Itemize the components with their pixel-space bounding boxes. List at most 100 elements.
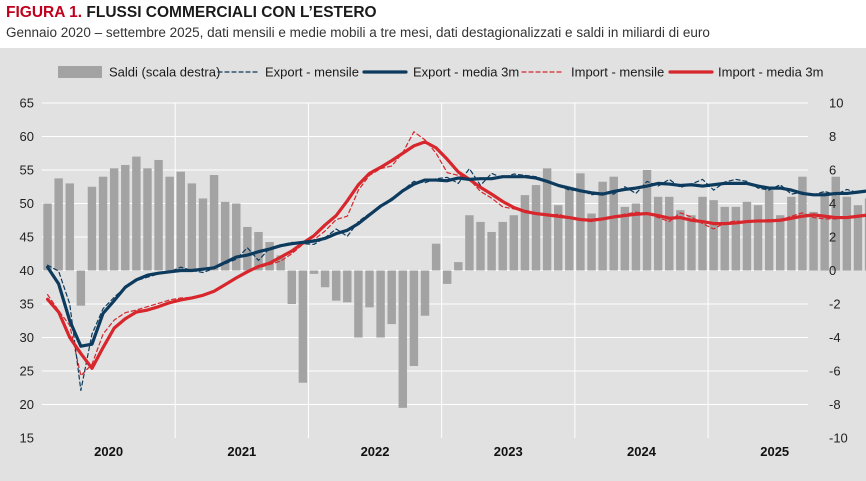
y-left-tick-label: 50: [20, 196, 34, 211]
saldi-bar: [798, 176, 807, 271]
saldi-bar: [121, 164, 130, 271]
saldi-bar: [631, 203, 641, 271]
saldi-bar: [731, 206, 741, 271]
y-right-tick-label: 6: [829, 163, 836, 178]
saldi-bar: [365, 270, 374, 308]
x-year-label: 2022: [361, 444, 390, 459]
y-left-tick-label: 40: [20, 263, 34, 278]
saldi-bar: [209, 175, 219, 271]
saldi-bar: [109, 168, 119, 271]
saldi-bar: [842, 196, 852, 271]
saldi-bar: [320, 270, 330, 288]
saldi-bar: [87, 186, 97, 271]
saldi-bar: [531, 185, 541, 271]
saldi-bar: [54, 178, 63, 271]
saldi-bar: [787, 196, 796, 271]
saldi-bar: [853, 205, 863, 271]
saldi-bar: [243, 226, 252, 271]
y-left-tick-label: 55: [20, 163, 34, 178]
saldi-bar: [65, 183, 74, 271]
line-import-3m: [45, 140, 866, 370]
legend-swatch-saldi: [58, 66, 102, 78]
y-left-tick-label: 30: [20, 330, 34, 345]
figure-title: FIGURA 1. FLUSSI COMMERCIALI CON L’ESTER…: [6, 4, 377, 22]
line-export-3m: [45, 175, 866, 348]
saldi-bar: [698, 196, 707, 271]
saldi-bar: [820, 191, 829, 271]
saldi-bar: [76, 270, 86, 306]
saldi-bar: [331, 270, 341, 301]
saldi-bar: [553, 205, 563, 271]
saldi-bar: [720, 206, 729, 271]
saldi-bar: [387, 270, 396, 325]
saldi-bar: [687, 215, 696, 271]
saldi-bar: [176, 171, 185, 271]
y-right-tick-label: 10: [829, 96, 843, 111]
saldi-bar: [576, 173, 585, 271]
legend-label: Saldi (scala destra): [109, 65, 220, 80]
y-left-tick-label: 35: [20, 297, 34, 312]
x-year-label: 2021: [227, 444, 256, 459]
figure-label: FIGURA 1.: [6, 4, 83, 21]
saldi-bar: [465, 215, 474, 271]
saldi-bar: [764, 190, 774, 271]
y-left-tick-label: 45: [20, 230, 34, 245]
saldi-bar: [587, 213, 596, 271]
y-left-tick-label: 60: [20, 129, 34, 144]
saldi-bar: [487, 231, 496, 271]
saldi-bar: [420, 270, 430, 316]
legend-label: Import - mensile: [571, 65, 664, 80]
trade-flows-chart: 1520253035404550556065-10-8-6-4-20246810…: [0, 48, 866, 481]
saldi-bar: [476, 221, 485, 271]
figure-subtitle: Gennaio 2020 – settembre 2025, dati mens…: [6, 25, 710, 40]
y-right-tick-label: -6: [829, 364, 841, 379]
saldi-bar: [165, 176, 174, 271]
saldi-bar: [354, 270, 363, 338]
saldi-bar: [864, 198, 866, 271]
series-lines: [45, 131, 866, 392]
saldi-bar: [809, 211, 818, 271]
x-year-label: 2025: [760, 444, 789, 459]
y-right-tick-label: 4: [829, 196, 836, 211]
saldi-bar: [187, 183, 197, 271]
y-right-tick-label: 0: [829, 263, 836, 278]
saldi-bar: [43, 203, 52, 271]
saldi-bar: [776, 215, 785, 271]
y-right-tick-label: -4: [829, 330, 841, 345]
legend-label: Import - media 3m: [718, 65, 823, 80]
saldi-bar: [520, 195, 530, 271]
x-year-label: 2024: [627, 444, 657, 459]
saldi-bar: [298, 270, 308, 383]
saldi-bar: [565, 190, 574, 271]
y-left-tick-label: 25: [20, 364, 34, 379]
saldi-bar: [753, 205, 763, 271]
saldi-bar: [309, 270, 319, 274]
saldi-bar: [343, 270, 352, 303]
saldi-bar: [376, 270, 385, 338]
saldi-bar: [609, 176, 618, 271]
figure-title-text: FLUSSI COMMERCIALI CON L’ESTERO: [86, 4, 377, 21]
y-right-tick-label: -10: [829, 431, 848, 446]
saldi-bar: [676, 210, 685, 271]
y-left-tick-label: 65: [20, 96, 34, 111]
axes: 1520253035404550556065-10-8-6-4-20246810…: [20, 96, 848, 460]
y-left-tick-label: 15: [20, 431, 34, 446]
saldi-bar: [598, 181, 607, 271]
saldi-bar: [98, 176, 108, 271]
saldi-bar: [287, 270, 297, 304]
saldi-bar: [265, 242, 274, 271]
legend: Saldi (scala destra) Export - mensile Expo…: [58, 65, 823, 80]
saldi-bar: [232, 203, 241, 271]
saldi-bar: [276, 255, 285, 271]
saldi-bar: [154, 159, 163, 271]
saldi-bar: [742, 201, 752, 271]
saldi-bar: [198, 198, 208, 271]
saldi-bar: [409, 270, 419, 366]
y-right-tick-label: -8: [829, 397, 841, 412]
saldi-bar: [831, 176, 840, 271]
y-right-tick-label: -2: [829, 297, 841, 312]
saldi-bar: [653, 196, 663, 271]
saldi-bar: [498, 221, 507, 271]
saldi-bar: [620, 206, 630, 271]
saldi-bar: [431, 243, 441, 271]
